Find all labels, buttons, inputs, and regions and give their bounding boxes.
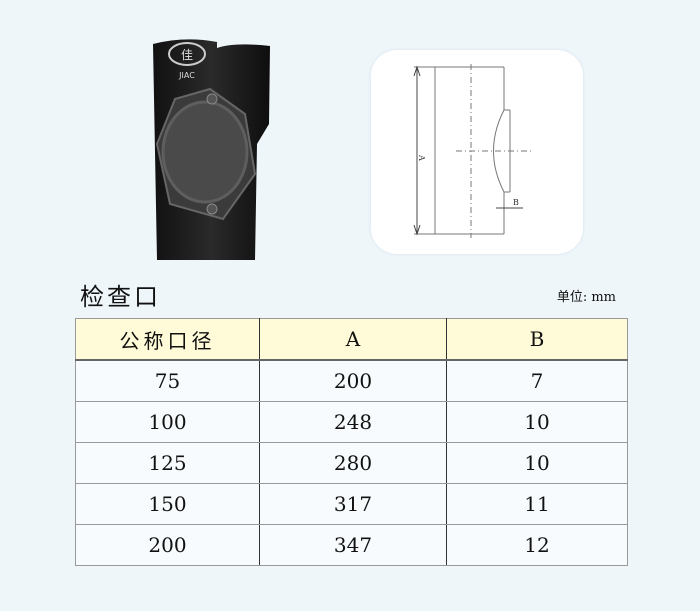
page-title: 检查口: [80, 283, 161, 311]
svg-text:B: B: [513, 198, 519, 207]
table-row: 200 347 12: [75, 524, 628, 566]
svg-text:A: A: [417, 154, 426, 161]
cell: 248: [259, 401, 447, 443]
cell: 12: [446, 524, 628, 566]
cell: 280: [259, 442, 447, 484]
table-row: 150 317 11: [75, 483, 628, 525]
cell: 125: [75, 442, 260, 484]
cell: 200: [75, 524, 260, 566]
header-a: A: [259, 318, 447, 361]
table-row: 75 200 7: [75, 359, 628, 402]
cell: 100: [75, 401, 260, 443]
cell: 7: [446, 359, 628, 402]
dimension-drawing: A B: [371, 50, 583, 254]
svg-text:JIAC: JIAC: [178, 71, 195, 80]
cell: 11: [446, 483, 628, 525]
table-header-row: 公称口径 A B: [75, 318, 628, 361]
cell: 317: [259, 483, 447, 525]
product-photo: 佳 JIAC: [145, 34, 285, 266]
cell: 10: [446, 442, 628, 484]
table-row: 100 248 10: [75, 401, 628, 443]
cell: 200: [259, 359, 447, 402]
spec-table: 公称口径 A B 75 200 7 100 248 10 125 280 10 150 317…: [75, 318, 628, 566]
unit-label: 单位: mm: [556, 290, 616, 305]
cell: 150: [75, 483, 260, 525]
cell: 10: [446, 401, 628, 443]
table-row: 125 280 10: [75, 442, 628, 484]
header-b: B: [446, 318, 628, 361]
header-nominal-diameter: 公称口径: [75, 318, 260, 361]
cell: 75: [75, 359, 260, 402]
svg-text:佳: 佳: [181, 48, 193, 62]
cell: 347: [259, 524, 447, 566]
